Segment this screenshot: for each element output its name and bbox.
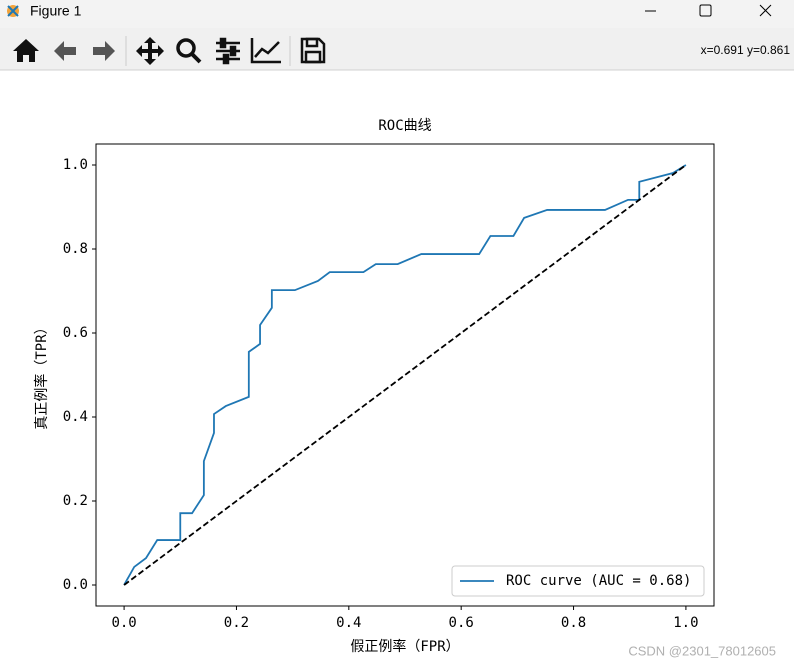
chart: ROC曲线 假正例率（FPR） 真正例率（TPR） 0.0 0.2 0.4 0.6 0.…	[33, 118, 715, 655]
configure-button[interactable]	[216, 37, 240, 65]
x-tick-label: 0.6	[449, 615, 474, 631]
y-tick-label: 0.4	[63, 409, 88, 425]
y-tick-label: 0.8	[63, 241, 88, 257]
toolbar	[0, 28, 794, 70]
x-tick-label: 1.0	[673, 615, 698, 631]
watermark: CSDN @2301_78012605	[628, 643, 776, 658]
chart-title: ROC曲线	[378, 118, 431, 134]
window-title: Figure 1	[30, 3, 82, 19]
x-tick-label: 0.4	[336, 615, 361, 631]
plot-frame	[95, 143, 715, 607]
home-button[interactable]	[13, 39, 39, 62]
forward-button[interactable]	[93, 41, 115, 61]
data-line	[123, 164, 687, 586]
y-tick-label: 0.0	[63, 577, 88, 593]
x-tick-label: 0.0	[111, 615, 136, 631]
app-icon	[7, 5, 19, 17]
reference-line	[123, 164, 687, 586]
y-axis-label: 真正例率（TPR）	[33, 320, 50, 429]
cursor-coordinates: x=0.691 y=0.861	[701, 43, 791, 57]
legend-label: ROC curve (AUC = 0.68)	[506, 573, 691, 589]
zoom-button[interactable]	[176, 38, 202, 64]
y-tick-label: 0.6	[63, 325, 88, 341]
title-bar	[0, 0, 794, 28]
x-tick-label: 0.8	[561, 615, 586, 631]
y-tick-label: 1.0	[63, 157, 88, 173]
save-button[interactable]	[300, 37, 326, 64]
legend-box	[451, 565, 705, 597]
y-tick-label: 0.2	[63, 493, 88, 509]
close-button[interactable]	[759, 4, 772, 17]
maximize-button[interactable]	[699, 4, 712, 17]
x-tick-label: 0.2	[224, 615, 249, 631]
back-button[interactable]	[54, 41, 76, 61]
pan-button[interactable]	[136, 37, 164, 65]
x-axis-label: 假正例率（FPR）	[350, 638, 459, 655]
edit-axis-button[interactable]	[250, 38, 281, 64]
